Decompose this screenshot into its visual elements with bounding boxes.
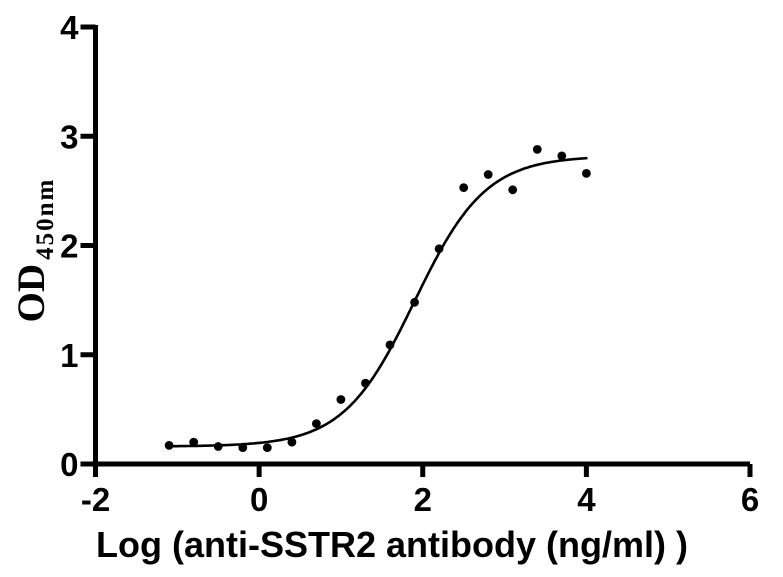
data-point [532,145,542,154]
data-point [287,437,297,447]
x-tick-label: 2 [414,481,432,518]
x-axis-title: Log (anti-SSTR2 antibody (ng/ml) ) [96,524,688,565]
fit-curve [167,156,588,448]
data-point [312,419,321,428]
data-point [508,185,518,195]
axis-lines [93,25,750,467]
data-point [459,183,469,193]
axis-tick-marks [80,24,753,477]
x-tick-label: 6 [741,481,759,518]
data-point [189,437,199,447]
data-point [434,244,444,254]
y-tick-label: 4 [60,9,79,46]
data-point [582,169,591,178]
data-point [164,441,174,450]
x-tick-label: 4 [577,481,596,518]
data-point [410,297,419,307]
data-points [164,145,591,452]
data-point [557,151,567,161]
y-tick-label: 2 [60,228,78,265]
data-point [361,378,370,388]
y-tick-label: 3 [60,118,78,155]
y-axis-title: OD 450nm [10,178,59,323]
y-axis-title-subscript: 450nm [32,178,59,260]
x-tick-label: -2 [81,481,110,518]
data-point [262,443,272,452]
y-tick-label: 0 [60,446,78,483]
x-tick-label: 0 [250,481,268,518]
data-point [238,443,248,452]
data-point [483,170,493,179]
y-axis-title-main: OD [10,264,53,323]
data-point [336,395,346,404]
data-point [213,442,223,451]
y-tick-label: 1 [60,337,78,374]
data-point [385,340,395,350]
